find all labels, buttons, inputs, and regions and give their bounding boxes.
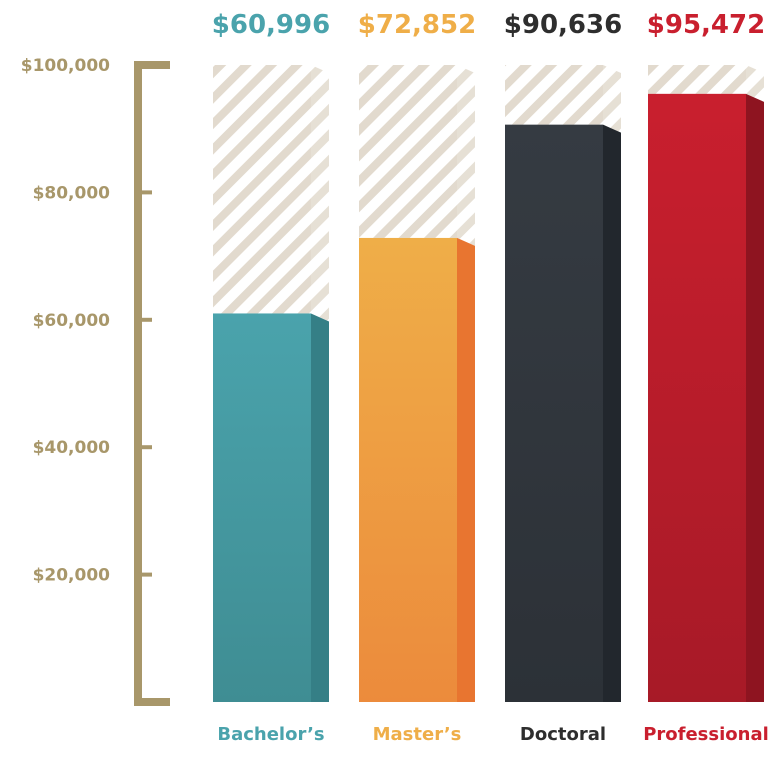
y-tick-label: $60,000 [33,311,111,331]
bar-bachelor-s [213,65,329,702]
y-tick-label: $100,000 [21,56,110,76]
bar-professional [648,65,764,702]
bar-side-face [311,313,329,702]
y-tick-label: $20,000 [33,566,111,586]
bar-side-face [603,124,621,702]
category-label-bachelor-s: Bachelor’s [217,724,324,745]
bar-doctoral [505,65,621,702]
y-axis-ticks: $20,000 $40,000 $60,000 $80,000 $100,000 [21,56,152,586]
bar-front-face [359,237,457,703]
y-tick-label: $80,000 [33,183,111,203]
bar-remainder-side-hatch [603,65,621,133]
bar-remainder-hatch [359,65,457,238]
bar-remainder-hatch [505,65,603,125]
bar-master-s [359,65,475,703]
category-label-doctoral: Doctoral [520,724,606,745]
y-axis-bracket [134,61,170,706]
category-label-master-s: Master’s [373,724,462,745]
bar-remainder-side-hatch [746,65,764,102]
bar-front-face [505,124,603,702]
value-label-master-s: $72,852 [358,10,476,40]
bar-side-face [746,93,764,702]
bar-front-face [648,93,746,702]
bar-remainder-side-hatch [457,65,475,246]
bar-remainder-side-hatch [311,65,329,322]
bars [213,65,764,703]
y-tick-label: $40,000 [33,438,111,458]
value-label-professional: $95,472 [647,10,765,40]
bar-front-face [213,313,311,702]
value-label-bachelor-s: $60,996 [212,10,330,40]
bar-remainder-hatch [213,65,311,314]
category-label-professional: Professional [643,724,769,745]
bar-side-face [457,237,475,703]
labels: $60,996 Bachelor’s $72,852 Master’s $90,636 D… [212,10,769,745]
bar-remainder-hatch [648,65,746,94]
value-label-doctoral: $90,636 [504,10,622,40]
